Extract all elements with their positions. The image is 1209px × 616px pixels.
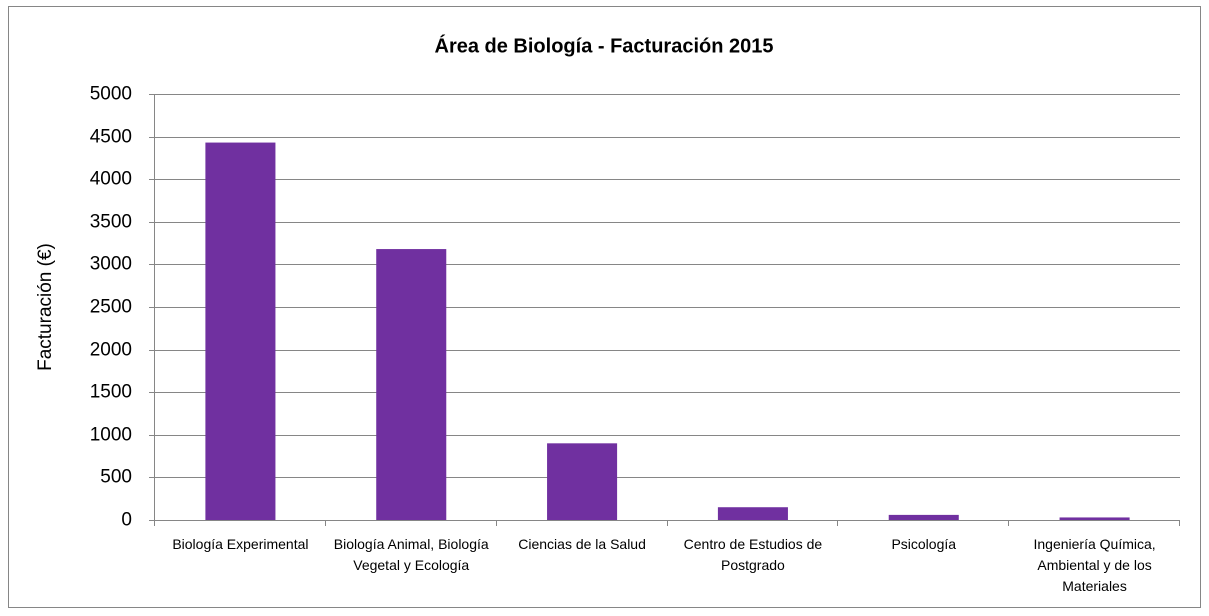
- bar: [376, 249, 447, 520]
- x-tick-label: Psicología: [891, 536, 957, 552]
- y-tick-label: 2000: [90, 340, 132, 361]
- y-tick-label: 1500: [90, 382, 132, 403]
- x-tick-label: Biología Experimental: [172, 536, 309, 552]
- y-tick-label: 0: [121, 510, 132, 531]
- y-tick-label: 4000: [90, 169, 132, 190]
- bar: [717, 507, 788, 520]
- y-tick-label: 1000: [90, 425, 132, 446]
- bar: [888, 514, 959, 520]
- y-tick-label: 3000: [90, 254, 132, 275]
- y-tick-label: 3500: [90, 212, 132, 233]
- x-tick-label: Biología Animal, Biología Vegetal y Ecol…: [333, 536, 489, 573]
- y-tick-label: 4500: [90, 127, 132, 148]
- y-axis-label: Facturación (€): [35, 243, 56, 371]
- y-tick-label: 500: [100, 467, 132, 488]
- chart-title: Área de Biología - Facturación 2015: [435, 34, 774, 57]
- bar: [205, 142, 276, 520]
- x-tick-label: Ingeniería Química, Ambiental y de los M…: [1033, 536, 1156, 594]
- y-tick-label: 2500: [90, 297, 132, 318]
- x-tick-label: Centro de Estudios de Postgrado: [683, 536, 823, 573]
- bar: [547, 443, 618, 520]
- x-tick-label: Ciencias de la Salud: [518, 536, 646, 552]
- bar: [1059, 517, 1130, 520]
- y-tick-label: 5000: [90, 84, 132, 105]
